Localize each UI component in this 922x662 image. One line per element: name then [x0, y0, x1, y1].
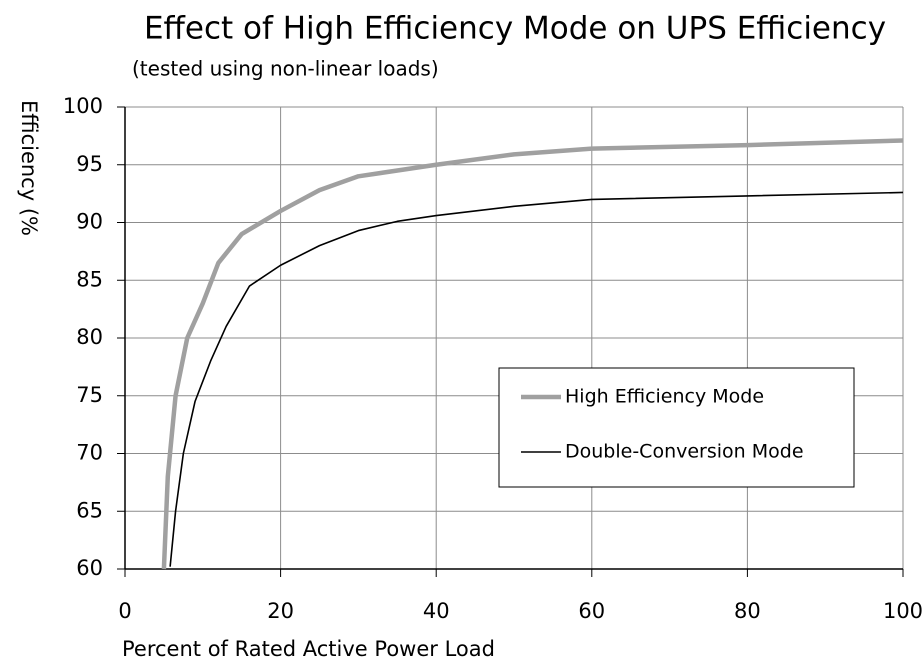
y-tick-label: 60: [76, 556, 103, 580]
series-line: [169, 191, 904, 567]
x-tick-label: 80: [734, 599, 761, 623]
y-tick-label: 75: [76, 383, 103, 407]
x-tick-label: 20: [267, 599, 294, 623]
y-tick-label: 100: [63, 94, 103, 118]
y-tick-label: 65: [76, 498, 103, 522]
legend-label: Double-Conversion Mode: [565, 441, 804, 463]
x-tick-label: 100: [883, 599, 922, 623]
x-axis-label: Percent of Rated Active Power Load: [122, 637, 495, 661]
y-tick-label: 85: [76, 267, 103, 291]
x-tick-label: 0: [118, 599, 131, 623]
y-tick-label: 90: [76, 210, 103, 234]
y-axis-label: Efficiency (%: [17, 100, 41, 236]
y-tick-label: 95: [76, 152, 103, 176]
y-tick-label: 80: [76, 325, 103, 349]
y-tick-label: 70: [76, 441, 103, 465]
x-tick-label: 40: [423, 599, 450, 623]
series-line: [161, 138, 904, 570]
chart-subtitle: (tested using non-linear loads): [132, 57, 439, 81]
legend-box: [498, 367, 855, 488]
legend-label: High Efficiency Mode: [565, 386, 764, 408]
x-tick-label: 60: [578, 599, 605, 623]
chart-title: Effect of High Efficiency Mode on UPS Ef…: [144, 11, 886, 47]
